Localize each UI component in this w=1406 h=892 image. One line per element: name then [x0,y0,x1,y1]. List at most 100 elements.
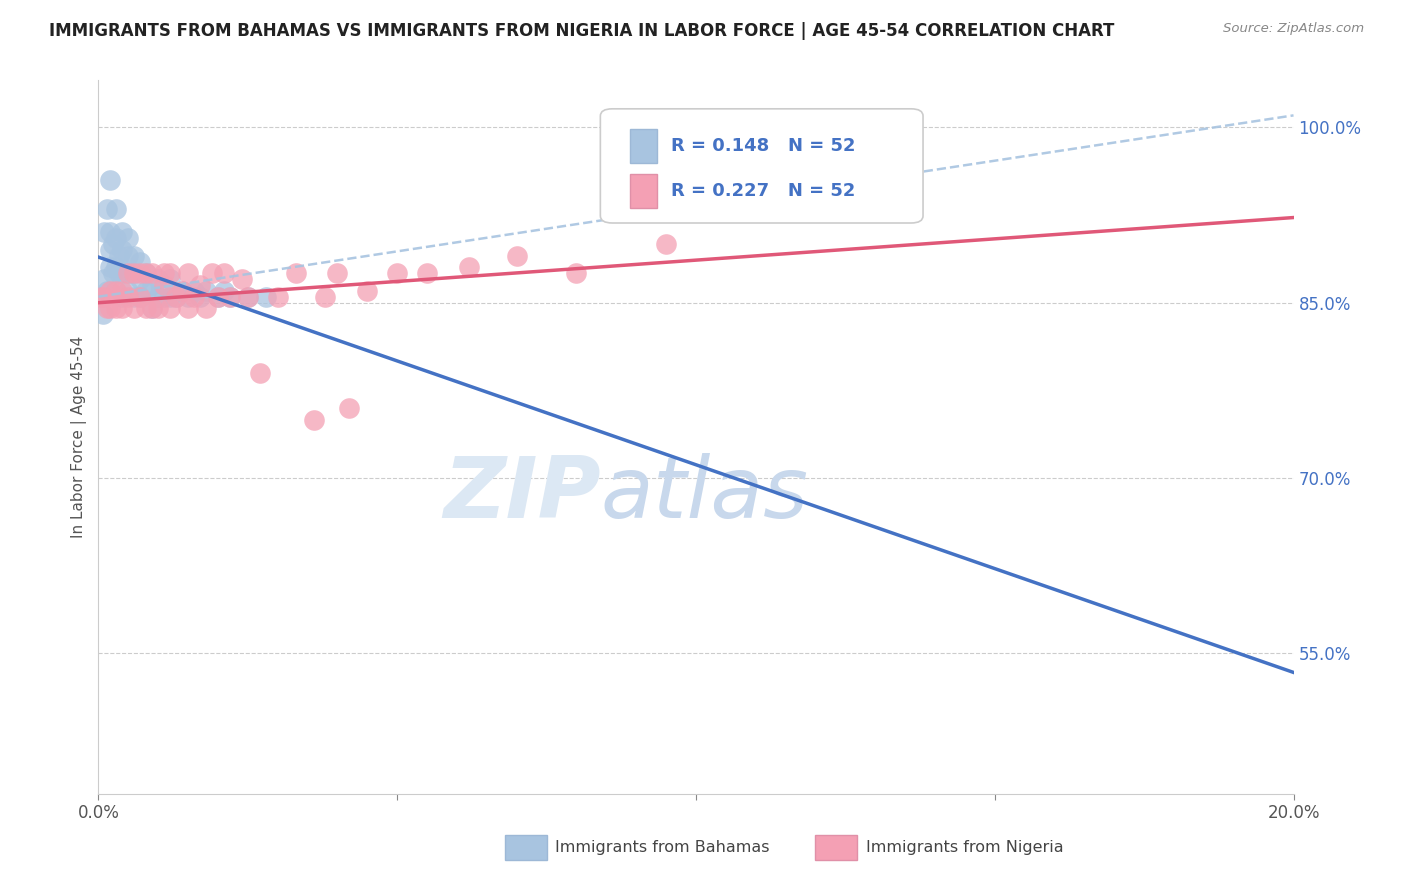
Point [159,272,181,286]
Point [231,272,253,286]
Point [105,231,128,245]
Point [183,284,205,298]
FancyBboxPatch shape [630,174,657,208]
Point [315,290,337,304]
Point [129,272,152,286]
Point [135,266,157,280]
Point [267,290,290,304]
Point [141,266,163,280]
Point [148,301,170,316]
Point [183,290,205,304]
FancyBboxPatch shape [505,835,547,860]
Point [655,237,678,252]
Point [165,290,187,304]
Point [207,290,229,304]
FancyBboxPatch shape [815,835,858,860]
Point [141,301,163,316]
Point [326,266,349,280]
Point [135,284,157,298]
Point [105,301,128,316]
Point [103,237,125,252]
Point [236,290,259,304]
Point [172,284,194,298]
Point [153,290,176,304]
Point [219,290,242,304]
Text: ZIP: ZIP [443,452,600,536]
Point [98,284,122,298]
Point [141,301,163,316]
Point [159,266,181,280]
Point [98,172,122,186]
FancyBboxPatch shape [630,128,657,163]
Point [108,266,131,280]
Point [124,249,146,263]
Point [98,243,122,257]
Point [159,301,181,316]
Point [188,278,211,293]
Point [90,290,112,304]
Point [124,266,146,280]
Point [195,301,218,316]
Point [111,301,134,316]
Point [124,290,146,304]
Point [108,249,131,263]
Point [201,266,224,280]
Point [117,266,139,280]
Point [105,284,128,298]
Point [254,290,277,304]
Point [153,266,176,280]
Point [458,260,481,275]
Text: atlas: atlas [600,452,808,536]
Point [385,266,409,280]
Point [148,290,170,304]
Point [141,278,163,293]
Y-axis label: In Labor Force | Age 45-54: In Labor Force | Age 45-54 [72,336,87,538]
Point [165,290,187,304]
Point [506,249,529,263]
Text: IMMIGRANTS FROM BAHAMAS VS IMMIGRANTS FROM NIGERIA IN LABOR FORCE | AGE 45-54 CO: IMMIGRANTS FROM BAHAMAS VS IMMIGRANTS FR… [49,22,1115,40]
Point [93,272,115,286]
Point [93,225,115,239]
Point [129,290,152,304]
Point [96,301,118,316]
Text: R = 0.148   N = 52: R = 0.148 N = 52 [671,137,855,155]
Point [177,266,200,280]
Point [129,254,152,268]
Point [416,266,439,280]
Text: Immigrants from Bahamas: Immigrants from Bahamas [555,840,769,855]
Point [117,290,139,304]
Point [135,266,157,280]
Point [177,290,200,304]
Point [98,260,122,275]
Point [98,301,122,316]
Point [111,290,134,304]
Point [117,231,139,245]
Point [117,266,139,280]
Point [195,284,218,298]
Point [159,290,181,304]
Text: Source: ZipAtlas.com: Source: ZipAtlas.com [1223,22,1364,36]
Point [98,225,122,239]
Point [111,243,134,257]
Point [129,266,152,280]
Point [172,284,194,298]
Point [105,284,128,298]
Point [117,284,139,298]
Point [111,266,134,280]
Text: Immigrants from Nigeria: Immigrants from Nigeria [866,840,1063,855]
Point [212,284,235,298]
Point [111,225,134,239]
Text: R = 0.227   N = 52: R = 0.227 N = 52 [671,182,855,200]
Point [219,290,242,304]
Point [135,301,157,316]
Point [249,366,271,380]
Point [236,290,259,304]
Point [105,202,128,216]
Point [177,301,200,316]
Point [775,196,797,211]
Point [284,266,307,280]
Point [356,284,378,298]
Point [96,284,118,298]
Point [103,266,125,280]
Point [148,272,170,286]
